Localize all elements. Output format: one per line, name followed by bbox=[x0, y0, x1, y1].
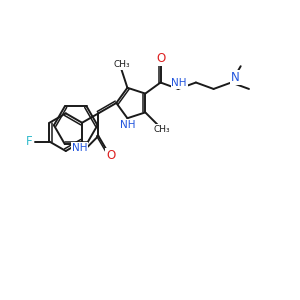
Text: NH: NH bbox=[120, 120, 135, 130]
Text: CH₃: CH₃ bbox=[113, 60, 130, 69]
Text: O: O bbox=[106, 149, 116, 162]
Text: F: F bbox=[26, 135, 33, 148]
Text: CH₃: CH₃ bbox=[153, 125, 170, 134]
Text: O: O bbox=[156, 52, 165, 65]
Text: N: N bbox=[231, 71, 240, 84]
Text: NH: NH bbox=[72, 143, 87, 153]
Text: NH: NH bbox=[171, 78, 187, 88]
